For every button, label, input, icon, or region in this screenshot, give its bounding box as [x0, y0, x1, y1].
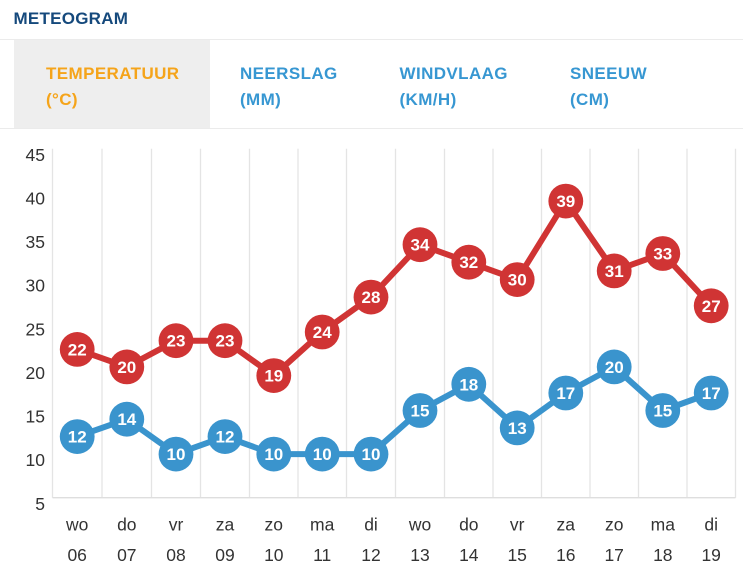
svg-text:39: 39 [556, 192, 575, 211]
svg-text:12: 12 [68, 428, 87, 447]
svg-text:32: 32 [459, 253, 478, 272]
svg-text:10: 10 [167, 445, 186, 464]
svg-text:za: za [557, 514, 576, 534]
svg-text:40: 40 [26, 189, 46, 209]
svg-text:10: 10 [264, 445, 283, 464]
svg-text:ma: ma [310, 514, 335, 534]
svg-text:vr: vr [169, 514, 184, 534]
svg-text:08: 08 [166, 545, 185, 565]
svg-text:ma: ma [651, 514, 676, 534]
svg-text:do: do [117, 514, 136, 534]
svg-text:30: 30 [26, 276, 46, 296]
svg-text:35: 35 [26, 232, 45, 252]
svg-text:17: 17 [702, 384, 721, 403]
svg-text:13: 13 [508, 419, 527, 438]
svg-text:20: 20 [26, 363, 46, 383]
svg-text:wo: wo [65, 514, 88, 534]
svg-text:31: 31 [605, 262, 624, 281]
svg-text:10: 10 [26, 450, 46, 470]
svg-text:18: 18 [459, 375, 478, 394]
svg-text:19: 19 [701, 545, 720, 565]
svg-text:23: 23 [167, 332, 186, 351]
svg-text:17: 17 [604, 545, 623, 565]
svg-text:12: 12 [361, 545, 380, 565]
svg-text:za: za [216, 514, 235, 534]
svg-text:18: 18 [653, 545, 672, 565]
svg-text:do: do [459, 514, 478, 534]
svg-text:14: 14 [117, 410, 136, 429]
svg-text:17: 17 [556, 384, 575, 403]
svg-text:22: 22 [68, 340, 87, 359]
svg-text:33: 33 [653, 245, 672, 264]
svg-text:16: 16 [556, 545, 575, 565]
svg-text:25: 25 [26, 319, 45, 339]
svg-text:15: 15 [507, 545, 526, 565]
svg-text:10: 10 [264, 545, 284, 565]
svg-text:30: 30 [508, 271, 527, 290]
svg-text:vr: vr [510, 514, 525, 534]
svg-text:09: 09 [215, 545, 234, 565]
svg-text:zo: zo [605, 514, 623, 534]
svg-text:20: 20 [117, 358, 136, 377]
svg-text:10: 10 [313, 445, 332, 464]
svg-text:12: 12 [216, 428, 235, 447]
svg-text:28: 28 [362, 288, 381, 307]
svg-text:14: 14 [459, 545, 479, 565]
svg-text:20: 20 [605, 358, 624, 377]
svg-text:07: 07 [117, 545, 136, 565]
svg-text:24: 24 [313, 323, 332, 342]
svg-text:di: di [704, 514, 718, 534]
svg-text:34: 34 [411, 236, 430, 255]
svg-text:15: 15 [26, 407, 45, 427]
svg-text:27: 27 [702, 297, 721, 316]
svg-text:wo: wo [408, 514, 431, 534]
svg-text:di: di [364, 514, 378, 534]
svg-text:zo: zo [265, 514, 283, 534]
svg-text:11: 11 [313, 545, 331, 565]
svg-text:45: 45 [26, 145, 45, 165]
svg-text:15: 15 [411, 402, 430, 421]
svg-text:15: 15 [653, 402, 672, 421]
svg-text:19: 19 [264, 367, 283, 386]
svg-text:23: 23 [216, 332, 235, 351]
svg-text:10: 10 [362, 445, 381, 464]
svg-text:13: 13 [410, 545, 429, 565]
svg-text:5: 5 [35, 494, 45, 514]
svg-text:06: 06 [67, 545, 86, 565]
